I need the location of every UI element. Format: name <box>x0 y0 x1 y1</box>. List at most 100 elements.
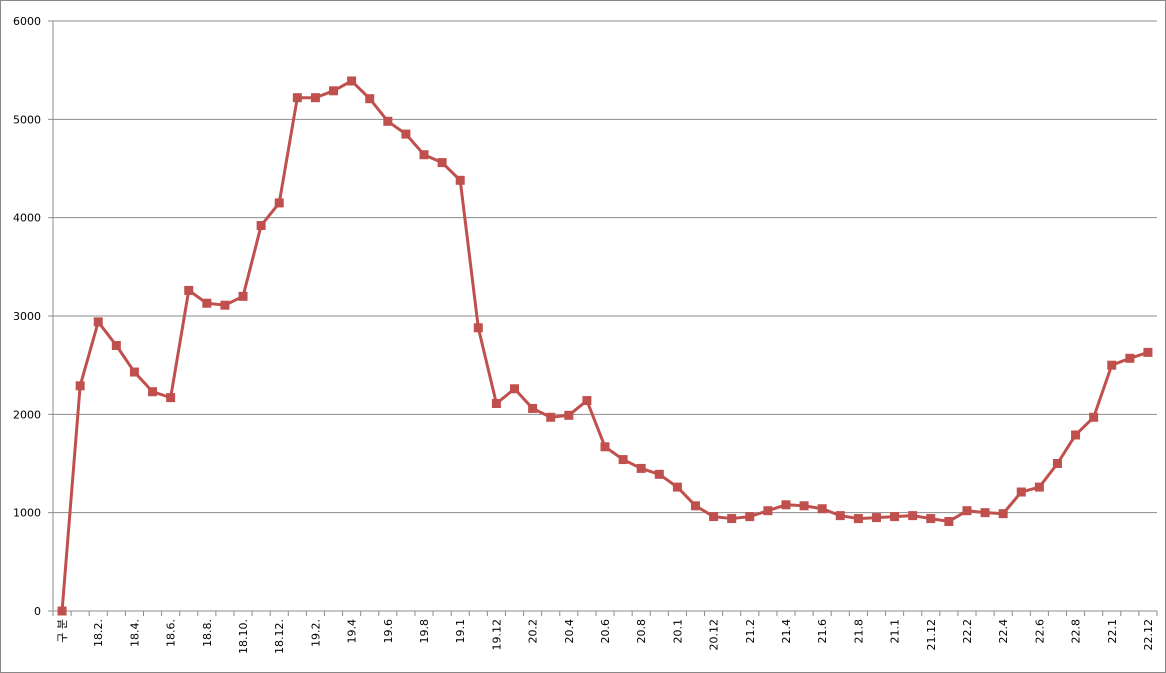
marker <box>491 399 501 409</box>
marker <box>419 150 429 160</box>
marker <box>274 198 284 208</box>
y-tick-label: 4000 <box>13 212 41 225</box>
x-tick-label: 22.2 <box>961 619 974 644</box>
marker <box>799 501 809 511</box>
x-tick-label: 22.8 <box>1070 619 1083 644</box>
marker <box>763 506 773 516</box>
y-tick-label: 0 <box>34 605 41 618</box>
marker <box>383 116 393 126</box>
marker <box>962 506 972 516</box>
marker <box>600 442 610 452</box>
x-tick-label: 18.8. <box>201 619 214 647</box>
marker <box>926 514 936 524</box>
marker <box>256 221 266 231</box>
x-tick-label: 20.8 <box>635 619 648 644</box>
x-tick-label: 20.4 <box>563 619 576 644</box>
marker <box>890 512 900 522</box>
x-tick-label: 19.8 <box>418 619 431 644</box>
marker <box>944 517 954 527</box>
marker <box>690 501 700 511</box>
marker <box>817 504 827 514</box>
marker <box>57 606 67 616</box>
marker <box>455 175 465 185</box>
marker <box>347 76 357 86</box>
marker <box>528 403 538 413</box>
marker <box>292 93 302 103</box>
marker <box>781 500 791 510</box>
marker <box>75 381 85 391</box>
y-tick-label: 2000 <box>13 408 41 421</box>
marker <box>582 396 592 406</box>
marker <box>184 285 194 295</box>
marker <box>636 463 646 473</box>
y-tick-label: 3000 <box>13 310 41 323</box>
marker <box>546 412 556 422</box>
x-tick-label: 20.2 <box>527 619 540 644</box>
marker <box>618 455 628 465</box>
marker <box>1052 459 1062 468</box>
x-tick-label: 19.4 <box>346 619 359 644</box>
marker <box>365 94 375 104</box>
x-tick-label: 구 분 <box>56 619 69 643</box>
marker <box>1089 412 1099 422</box>
marker <box>745 512 755 522</box>
marker <box>510 384 520 394</box>
marker <box>871 513 881 523</box>
x-tick-label: 19.6 <box>382 619 395 644</box>
marker <box>654 469 664 479</box>
x-tick-label: 18.2. <box>92 619 105 647</box>
marker <box>709 512 719 522</box>
marker <box>835 511 845 521</box>
marker <box>437 158 447 168</box>
x-tick-label: 18.4. <box>128 619 141 647</box>
x-tick-label: 21.2 <box>744 619 757 644</box>
x-tick-label: 22.4 <box>997 619 1010 644</box>
marker <box>148 387 158 397</box>
x-tick-label: 20.6 <box>599 619 612 644</box>
marker <box>129 367 139 377</box>
x-tick-label: 19.2. <box>309 619 322 647</box>
x-tick-label: 18.6. <box>165 619 178 647</box>
marker <box>202 298 212 308</box>
marker <box>998 509 1008 519</box>
marker <box>672 482 682 492</box>
x-tick-label: 21.6 <box>816 619 829 644</box>
x-tick-label: 22.1 <box>1106 619 1119 644</box>
x-tick-label: 21.4 <box>780 619 793 644</box>
marker <box>727 514 737 524</box>
marker <box>564 410 574 420</box>
y-tick-label: 1000 <box>13 507 41 520</box>
x-tick-label: 20.1 <box>671 619 684 644</box>
marker <box>166 393 176 403</box>
x-tick-label: 21.8 <box>852 619 865 644</box>
marker <box>853 514 863 524</box>
marker <box>980 508 990 518</box>
marker <box>310 93 320 103</box>
marker <box>908 511 918 521</box>
x-tick-label: 21.12 <box>925 619 938 651</box>
marker <box>473 323 483 333</box>
x-tick-label: 21.1 <box>889 619 902 644</box>
x-tick-label: 18.10. <box>237 619 250 654</box>
marker <box>93 317 103 327</box>
marker <box>1143 347 1153 357</box>
x-tick-label: 20.12 <box>708 619 721 651</box>
marker <box>1107 360 1117 370</box>
x-tick-label: 22.6 <box>1033 619 1046 644</box>
x-tick-label: 19.12 <box>490 619 503 651</box>
x-tick-label: 18.12. <box>273 619 286 654</box>
y-tick-label: 5000 <box>13 113 41 126</box>
marker <box>329 86 339 96</box>
y-tick-label: 6000 <box>13 15 41 28</box>
marker <box>401 129 411 139</box>
marker <box>111 341 121 350</box>
marker <box>1071 430 1081 440</box>
x-tick-label: 19.1 <box>454 619 467 644</box>
marker <box>1034 482 1044 492</box>
marker <box>238 291 248 301</box>
marker <box>220 300 230 310</box>
x-tick-label: 22.12 <box>1142 619 1155 651</box>
marker <box>1125 353 1135 363</box>
